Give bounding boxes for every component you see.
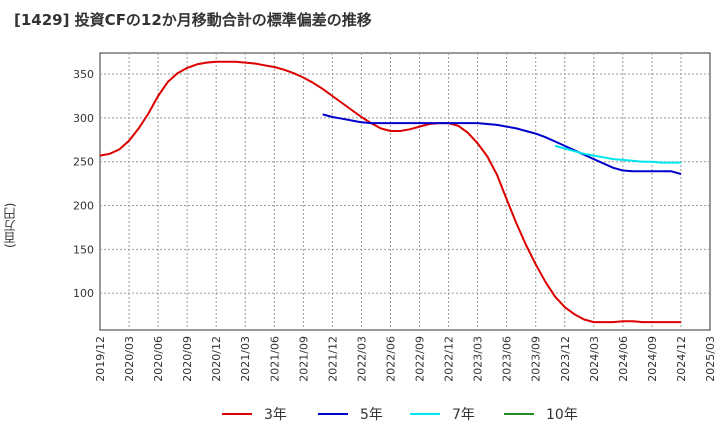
y-tick-label: 200 [73, 200, 94, 213]
chart-title: [1429] 投資CFの12か月移動合計の標準偏差の推移 [14, 11, 372, 29]
x-tick-label: 2020/12 [210, 336, 223, 382]
x-tick-label: 2024/12 [675, 336, 688, 382]
x-tick-label: 2024/09 [646, 336, 659, 382]
x-tick-label: 2022/12 [443, 336, 456, 382]
x-tick-label: 2022/09 [414, 336, 427, 382]
legend-label-5年: 5年 [360, 407, 383, 423]
plot-area [99, 52, 711, 331]
y-tick-labels: 100 150 200 250 300 350 [73, 68, 94, 300]
series-line-3年 [99, 60, 681, 324]
x-tick-labels: 2019/12 2020/03 2020/06 2020/09 2020/12 2021/… [94, 336, 717, 382]
y-tick-label: 350 [73, 68, 94, 81]
y-tick-label: 250 [73, 156, 94, 169]
series-line-5年 [322, 113, 682, 175]
x-tick-label: 2023/12 [559, 336, 572, 382]
legend-label-3年: 3年 [264, 407, 287, 423]
x-tick-label: 2023/06 [501, 336, 514, 382]
x-tick-label: 2024/06 [617, 336, 630, 382]
series-line-7年 [554, 144, 681, 164]
legend-label-7年: 7年 [452, 407, 475, 423]
x-tick-label: 2019/12 [94, 336, 107, 382]
x-tick-label: 2020/06 [152, 336, 165, 382]
x-tick-label: 2021/03 [239, 336, 252, 382]
y-tick-label: 150 [73, 243, 94, 256]
grid [100, 53, 710, 330]
x-tick-label: 2023/09 [530, 336, 543, 382]
y-tick-label: 100 [73, 287, 94, 300]
x-tick-label: 2021/12 [326, 336, 339, 382]
y-tick-label: 300 [73, 112, 94, 125]
x-tick-label: 2020/03 [123, 336, 136, 382]
x-tick-label: 2025/03 [704, 336, 717, 382]
x-tick-label: 2020/09 [181, 336, 194, 382]
x-tick-label: 2024/03 [588, 336, 601, 382]
legend-label-10年: 10年 [546, 407, 578, 423]
x-tick-label: 2023/03 [472, 336, 485, 382]
series-lines [99, 60, 682, 324]
x-tick-label: 2022/03 [355, 336, 368, 382]
x-tick-label: 2022/06 [384, 336, 397, 382]
x-tick-label: 2021/06 [268, 336, 281, 382]
x-tick-label: 2021/09 [297, 336, 310, 382]
legend: 3年 5年 7年 10年 [222, 407, 578, 423]
